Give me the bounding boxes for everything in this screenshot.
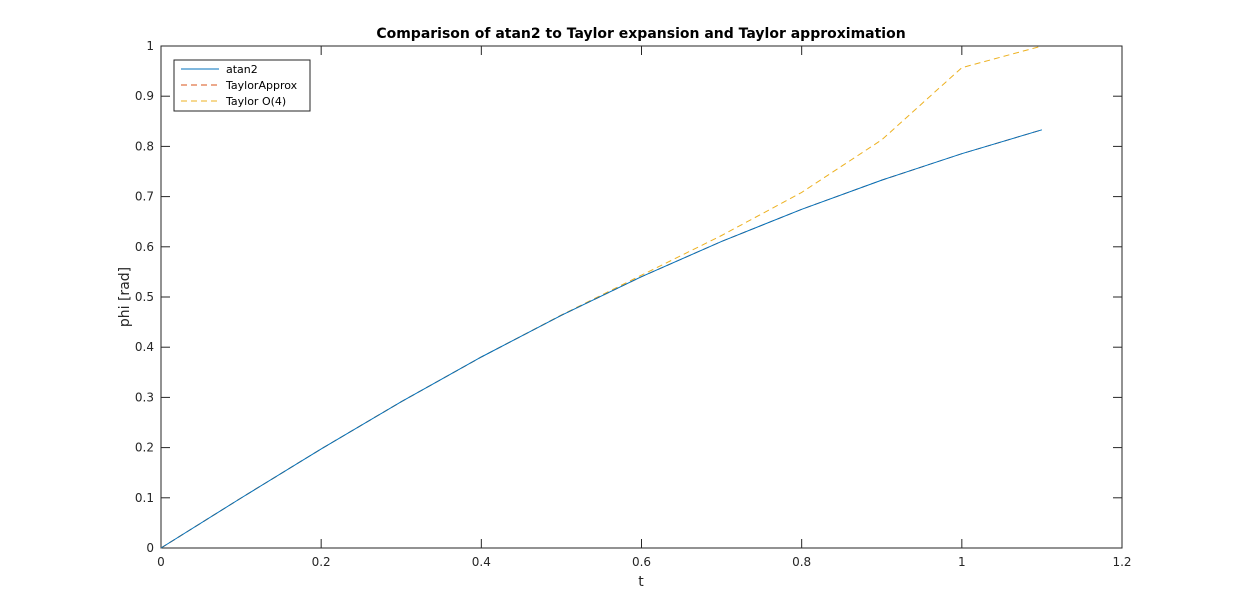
y-tick-label: 0.4 — [135, 340, 154, 354]
tick-group — [160, 45, 1123, 549]
y-tick-label: 0.8 — [135, 139, 154, 153]
y-tick-label: 0.2 — [135, 441, 154, 455]
legend-label-0: atan2 — [226, 63, 258, 76]
chart-title: Comparison of atan2 to Taylor expansion … — [376, 26, 905, 42]
x-axis-label: t — [638, 574, 644, 590]
x-tick-label: 0 — [157, 555, 165, 569]
y-tick-label: 0.5 — [135, 290, 154, 304]
legend: atan2 TaylorApprox Taylor O(4) — [173, 59, 311, 112]
y-tick-label: 0.1 — [135, 491, 154, 505]
x-tick-label: 0.2 — [312, 555, 331, 569]
series-line-0 — [160, 129, 1043, 549]
tick-label-group: 0 0.2 0.4 0.6 0.8 1 1.2 0 0.1 0.2 0.3 0.4 0.5 0.6 0.7 0… — [135, 39, 1132, 569]
x-tick-label: 1.2 — [1112, 555, 1131, 569]
legend-label-1: TaylorApprox — [225, 79, 298, 92]
x-tick-label: 0.8 — [792, 555, 811, 569]
y-tick-label: 1 — [146, 39, 154, 53]
plot-area — [160, 45, 1123, 549]
y-axis-label: phi [rad] — [117, 267, 133, 327]
x-tick-label: 1 — [958, 555, 966, 569]
y-tick-label: 0 — [146, 541, 154, 555]
y-tick-label: 0.3 — [135, 390, 154, 404]
y-tick-label: 0.7 — [135, 190, 154, 204]
series-group — [160, 45, 1043, 549]
x-tick-label: 0.4 — [472, 555, 491, 569]
x-tick-label: 0.6 — [632, 555, 651, 569]
y-tick-label: 0.9 — [135, 89, 154, 103]
legend-label-2: Taylor O(4) — [225, 95, 286, 108]
y-tick-label: 0.6 — [135, 240, 154, 254]
